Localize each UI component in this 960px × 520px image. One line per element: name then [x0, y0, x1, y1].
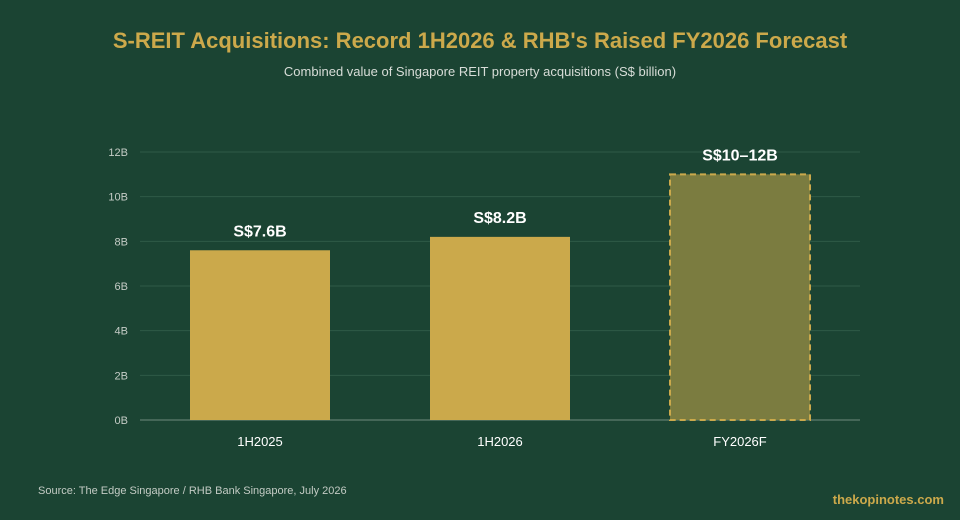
y-tick-label: 8B — [115, 236, 128, 248]
chart-title: S-REIT Acquisitions: Record 1H2026 & RHB… — [112, 28, 848, 53]
y-tick-label: 10B — [108, 192, 128, 204]
y-tick-label: 12B — [108, 147, 128, 159]
bar — [430, 236, 570, 420]
category-label: 1H2026 — [477, 434, 523, 449]
data-label: S$7.6B — [233, 223, 286, 240]
bars — [190, 173, 811, 421]
source-note: Source: The Edge Singapore / RHB Bank Si… — [38, 485, 347, 497]
data-label: S$8.2B — [473, 210, 526, 227]
bar — [190, 250, 330, 420]
data-labels: S$7.6B S$8.2B S$10–12B — [233, 147, 778, 240]
chart-subtitle: Combined value of Singapore REIT propert… — [283, 64, 677, 79]
y-tick-label: 4B — [115, 326, 128, 338]
bar-forecast — [669, 173, 811, 421]
y-tick-label: 6B — [115, 281, 128, 293]
x-axis-categories: 1H2025 1H2026 FY2026F — [237, 434, 767, 449]
y-tick-label: 2B — [115, 370, 128, 382]
y-axis-ticks: 0B 2B 4B 6B 8B 10B 12B — [108, 147, 128, 427]
data-label: S$10–12B — [702, 147, 778, 164]
y-tick-label: 0B — [115, 415, 128, 427]
category-label: 1H2025 — [237, 434, 283, 449]
brand-watermark: thekopinotes.com — [832, 492, 944, 507]
category-label: FY2026F — [713, 434, 767, 449]
